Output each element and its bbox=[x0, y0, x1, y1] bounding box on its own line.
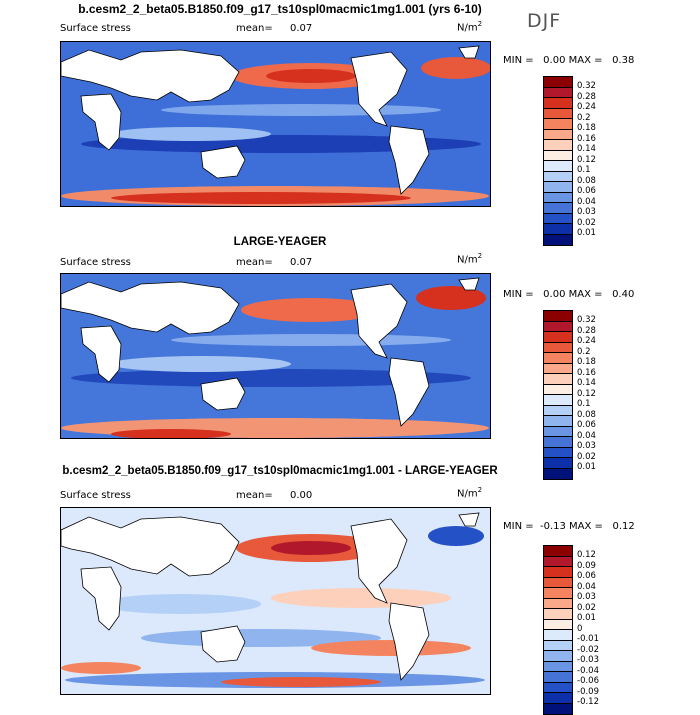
mean-value: 0.07 bbox=[290, 23, 313, 34]
units-label: N/m2 bbox=[457, 252, 483, 266]
panel-3-subtitle: b.cesm2_2_beta05.B1850.f09_g17_ts10spl0m… bbox=[62, 465, 498, 477]
field-label: Surface stress bbox=[60, 490, 131, 501]
season-label: DJF bbox=[527, 10, 562, 32]
min-max-readout: MIN = 0.00 MAX = 0.40 bbox=[503, 289, 635, 300]
units-label: N/m2 bbox=[457, 486, 483, 500]
min-max-readout: MIN = 0.00 MAX = 0.38 bbox=[503, 55, 635, 66]
colorbar-labels-1: 0.32 0.28 0.24 0.2 0.18 0.16 0.14 0.12 0.1 0.08 0.… bbox=[577, 81, 596, 238]
colorbar-labels-3: 0.12 0.09 0.06 0.04 0.03 0.02 0.01 0 -0.01 -0.02-… bbox=[577, 550, 599, 707]
min-max-readout: MIN = -0.13 MAX = 0.12 bbox=[503, 521, 635, 532]
main-title: b.cesm2_2_beta05.B1850.f09_g17_ts10spl0m… bbox=[78, 2, 482, 16]
mean-label: mean= bbox=[236, 490, 273, 501]
mean-label: mean= bbox=[236, 257, 273, 268]
mean-value: 0.07 bbox=[290, 257, 313, 268]
field-label: Surface stress bbox=[60, 23, 131, 34]
colorbar-3 bbox=[543, 545, 573, 715]
mean-label: mean= bbox=[236, 23, 273, 34]
colorbar-2 bbox=[543, 310, 573, 480]
map-panel-1 bbox=[60, 41, 491, 207]
units-label: N/m2 bbox=[457, 20, 483, 34]
map-panel-3 bbox=[60, 507, 491, 695]
colorbar-1 bbox=[543, 76, 573, 246]
panel-2-subtitle: LARGE-YEAGER bbox=[233, 236, 327, 248]
map-panel-2 bbox=[60, 273, 491, 439]
mean-value: 0.00 bbox=[290, 490, 313, 501]
field-label: Surface stress bbox=[60, 257, 131, 268]
colorbar-labels-2: 0.32 0.28 0.24 0.2 0.18 0.16 0.14 0.12 0.1 0.08 0.… bbox=[577, 315, 596, 472]
